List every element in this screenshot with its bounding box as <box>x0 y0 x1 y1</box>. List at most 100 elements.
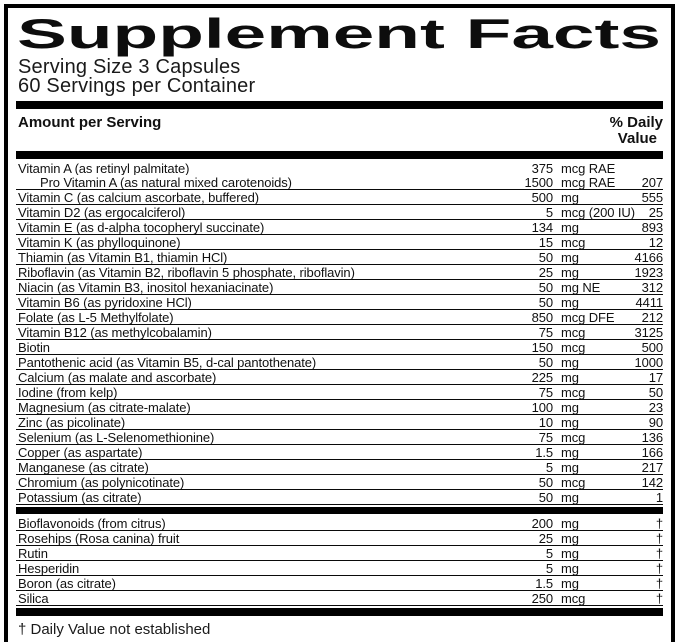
daily-value-percent: 1 <box>655 489 663 505</box>
amount-per-serving-label: Amount per Serving <box>18 114 162 131</box>
amount-unit: mg <box>561 219 579 235</box>
ingredient-name: Rutin <box>18 546 48 560</box>
amount-unit: mg <box>561 575 579 591</box>
amount-unit: mcg <box>561 234 586 250</box>
daily-value-percent: 136 <box>641 429 663 445</box>
ingredient-name: Vitamin B6 (as pyridoxine HCl) <box>18 295 192 309</box>
ingredient-name: Copper (as aspartate) <box>18 445 143 459</box>
daily-value-percent: 12 <box>648 234 663 250</box>
ingredient-name: Vitamin K (as phylloquinone) <box>18 235 181 249</box>
amount-unit: mg <box>561 444 579 460</box>
table-row: Folate (as L-5 Methylfolate) 850 mcg DFE 21… <box>16 310 663 325</box>
daily-value-percent: 893 <box>641 219 663 235</box>
daily-value-percent: 3125 <box>634 324 663 340</box>
amount-unit: mg <box>561 399 579 415</box>
amount-unit: mcg (200 IU) <box>561 204 635 220</box>
ingredient-name: Calcium (as malate and ascorbate) <box>18 370 217 384</box>
amount-value: 134 <box>531 219 553 235</box>
table-row: Vitamin E (as d-alpha tocopheryl succina… <box>16 220 663 235</box>
ingredient-name: Niacin (as Vitamin B3, inositol hexaniac… <box>18 280 274 294</box>
amount-value: 75 <box>538 384 553 400</box>
table-row: Vitamin K (as phylloquinone) 15 mcg 12 <box>16 235 663 250</box>
ingredient-name: Vitamin A (as retinyl palmitate) <box>18 161 190 175</box>
ingredient-name: Folate (as L-5 Methylfolate) <box>18 310 174 324</box>
nutrient-table-main: Vitamin A (as retinyl palmitate) 375 mcg R… <box>16 161 663 505</box>
daily-value-percent: 25 <box>648 204 663 220</box>
amount-value: 10 <box>538 414 553 430</box>
amount-value: 225 <box>531 369 553 385</box>
ingredient-name: Pro Vitamin A (as natural mixed caroteno… <box>40 175 292 189</box>
table-row: Vitamin A (as retinyl palmitate) 375 mcg R… <box>16 161 663 175</box>
percent-daily-value-line2: Value <box>617 130 657 147</box>
daily-value-percent: 4411 <box>635 294 663 310</box>
amount-value: 75 <box>538 429 553 445</box>
ingredient-name: Vitamin D2 (as ergocalciferol) <box>18 205 186 219</box>
daily-value-percent: 4166 <box>634 249 663 265</box>
ingredient-name: Biotin <box>18 340 50 354</box>
divider-bar-top <box>16 101 663 109</box>
table-row: Vitamin B6 (as pyridoxine HCl) 50 mg 4411 <box>16 295 663 310</box>
ingredient-name: Vitamin E (as d-alpha tocopheryl succina… <box>18 220 265 234</box>
percent-daily-value-line1: % Daily <box>609 114 663 131</box>
supplement-facts-panel: Supplement Facts Serving Size 3 Capsules… <box>4 4 675 642</box>
table-row: Pantothenic acid (as Vitamin B5, d-cal p… <box>16 355 663 370</box>
table-row: Vitamin D2 (as ergocalciferol) 5 mcg (200 … <box>16 205 663 220</box>
serving-size: Serving Size 3 Capsules <box>18 56 241 78</box>
ingredient-name: Silica <box>18 591 49 605</box>
table-row: Biotin 150 mcg 500 <box>16 340 663 355</box>
amount-unit: mg <box>561 414 579 430</box>
daily-value-percent: 207 <box>641 174 663 190</box>
ingredient-name: Pantothenic acid (as Vitamin B5, d-cal p… <box>18 355 317 369</box>
daily-value-percent: 17 <box>648 369 663 385</box>
table-row: Copper (as aspartate) 1.5 mg 166 <box>16 445 663 460</box>
divider-bar-header <box>16 151 663 159</box>
daily-value-percent: † <box>655 575 663 591</box>
amount-value: 50 <box>538 474 553 490</box>
daily-value-percent: 217 <box>641 459 663 475</box>
amount-unit: mg <box>561 249 579 265</box>
table-row: Riboflavin (as Vitamin B2, riboflavin 5 … <box>16 265 663 280</box>
amount-value: 25 <box>538 530 553 546</box>
table-row: Boron (as citrate) 1.5 mg † <box>16 576 663 591</box>
table-row: Manganese (as citrate) 5 mg 217 <box>16 460 663 475</box>
daily-value-percent: † <box>655 560 663 576</box>
daily-value-percent: 90 <box>648 414 663 430</box>
amount-value: 850 <box>531 309 553 325</box>
table-row: Vitamin C (as calcium ascorbate, buffere… <box>16 190 663 205</box>
amount-unit: mg <box>561 459 579 475</box>
daily-value-percent: 50 <box>648 384 663 400</box>
amount-unit: mg <box>561 545 579 561</box>
ingredient-name: Potassium (as citrate) <box>18 490 142 504</box>
table-row: Chromium (as polynicotinate) 50 mcg 142 <box>16 475 663 490</box>
daily-value-percent: 500 <box>641 339 663 355</box>
ingredient-name: Zinc (as picolinate) <box>18 415 126 429</box>
amount-unit: mcg <box>561 474 586 490</box>
amount-value: 75 <box>538 324 553 340</box>
amount-value: 50 <box>538 279 553 295</box>
amount-unit: mg <box>561 530 579 546</box>
page-title: Supplement Facts <box>17 11 661 57</box>
amount-unit: mcg <box>561 324 586 340</box>
table-row: Selenium (as L-Selenomethionine) 75 mcg 136 <box>16 430 663 445</box>
ingredient-name: Boron (as citrate) <box>18 576 116 590</box>
supplement-facts-title: Supplement Facts <box>17 11 661 57</box>
ingredient-name: Vitamin B12 (as methylcobalamin) <box>18 325 212 339</box>
daily-value-percent: † <box>655 515 663 531</box>
amount-unit: mg <box>561 354 579 370</box>
table-column-header: Amount per Serving % Daily Value <box>16 111 663 149</box>
table-row: Magnesium (as citrate-malate) 100 mg 23 <box>16 400 663 415</box>
amount-value: 375 <box>531 160 553 176</box>
daily-value-percent: 166 <box>641 444 663 460</box>
amount-value: 150 <box>531 339 553 355</box>
amount-value: 100 <box>531 399 553 415</box>
table-row: Thiamin (as Vitamin B1, thiamin HCl) 50 mg… <box>16 250 663 265</box>
amount-unit: mcg DFE <box>561 309 615 325</box>
table-row: Rosehips (Rosa canina) fruit 25 mg † <box>16 531 663 546</box>
daily-value-percent: 312 <box>641 279 663 295</box>
ingredient-name: Iodine (from kelp) <box>18 385 118 399</box>
serving-info: Serving Size 3 Capsules 60 Servings per … <box>16 57 663 99</box>
amount-unit: mg <box>561 294 579 310</box>
amount-value: 200 <box>531 515 553 531</box>
amount-unit: mcg <box>561 429 586 445</box>
amount-unit: mcg RAE <box>561 174 616 190</box>
